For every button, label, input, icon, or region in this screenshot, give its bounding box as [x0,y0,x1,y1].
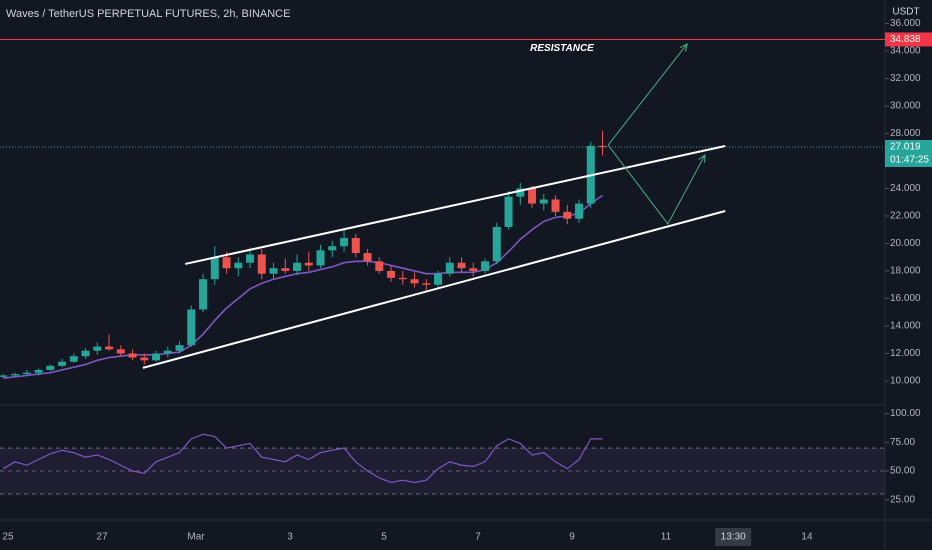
candle-body [328,246,337,251]
candle-body [504,196,513,227]
candle-body [187,309,196,346]
x-tick-label: 5 [381,532,387,543]
ma-line [3,194,603,379]
candle-body [257,254,266,274]
y-tick-label: 20.000 [890,238,921,249]
candle-body [445,262,454,274]
y-tick-label: 22.000 [890,211,921,222]
arrow-head [698,153,706,163]
y-tick-label: 32.000 [890,73,921,84]
candle-body [46,365,55,370]
price-pane [0,38,885,379]
candle-body [469,268,478,271]
candle-body [128,353,137,358]
x-tick-label: Mar [187,532,205,543]
projection-arrow [607,43,688,146]
chart-title: Waves / TetherUS PERPETUAL FUTURES, 2h, … [6,8,290,20]
candle-body [481,261,490,271]
candle-body [152,353,161,361]
projection-arrow [607,144,706,225]
channel-line [142,210,726,369]
candle-body [316,250,325,266]
candle-body [492,226,501,262]
candle-body [246,254,255,263]
y-tick-label: 12.000 [890,348,921,359]
candle-body [575,203,584,219]
x-tick-label: 25 [2,532,14,543]
candle-body [93,346,102,351]
candle-body [269,268,278,274]
currency: USDT [892,7,919,18]
resistance-price-box [885,32,932,47]
x-tick-label: 9 [569,532,575,543]
candle-body [563,211,572,219]
arrow-head [679,43,688,52]
channel-line [184,145,726,265]
x-tick-label: 14 [801,532,813,543]
candle-body [281,268,290,271]
candle-body [457,262,466,269]
y-tick-label: 24.000 [890,183,921,194]
rsi-tick-label: 75.00 [890,437,915,448]
candle-body [551,199,560,212]
resistance-price: 34.838 [890,34,921,45]
candle-body [210,257,219,280]
x-tick-label: 11 [661,532,672,543]
candle-body [0,375,8,377]
rsi-line [2,433,603,484]
candle-body [199,279,208,310]
candle-body [34,369,43,373]
rsi-tick-label: 100.00 [890,408,921,419]
countdown: 01:47:25 [890,155,929,166]
candle-body [422,283,431,285]
y-tick-label: 28.000 [890,128,921,139]
candle-body [116,349,125,354]
candle-body [222,257,231,269]
resistance-label: RESISTANCE [530,43,594,54]
candle-body [387,270,396,278]
candle-body [69,356,78,362]
candle-body [351,237,360,254]
x-tick-label: 13:30 [721,532,746,543]
candle-body [598,145,607,147]
candle-body [398,277,407,280]
candle-body [105,346,114,350]
last-price: 27.019 [890,142,921,153]
candle-body [539,199,548,204]
candle-body [163,350,172,354]
candle-body [363,253,372,262]
candle-body [304,262,313,266]
last-price-box [885,139,932,167]
y-tick-label: 16.000 [890,293,921,304]
y-tick-label: 10.000 [890,376,921,387]
candle-body [22,372,31,375]
candle-body [410,279,419,284]
rsi-tick-label: 50.00 [890,466,915,477]
candle-body [293,262,302,271]
candle-body [434,273,443,285]
rsi-tick-label: 25.00 [890,494,915,505]
candle-body [234,262,243,269]
x-tick-label: 7 [475,532,481,543]
candle-body [528,188,537,204]
y-tick-label: 14.000 [890,321,921,332]
x-tick-label: 3 [287,532,293,543]
candle-body [11,374,20,376]
candle-body [175,345,184,351]
x-tick-label: 27 [96,532,108,543]
candle-body [375,261,384,271]
crosshair-time-box [715,528,752,546]
y-tick-label: 36.000 [890,18,921,29]
y-tick-label: 18.000 [890,266,921,277]
y-tick-label: 30.000 [890,101,921,112]
candle-body [58,361,67,366]
y-tick-label: 34.000 [890,46,921,57]
candle-body [516,188,525,197]
candle-body [140,357,149,361]
candle-body [81,350,90,357]
candle-body [340,237,349,247]
